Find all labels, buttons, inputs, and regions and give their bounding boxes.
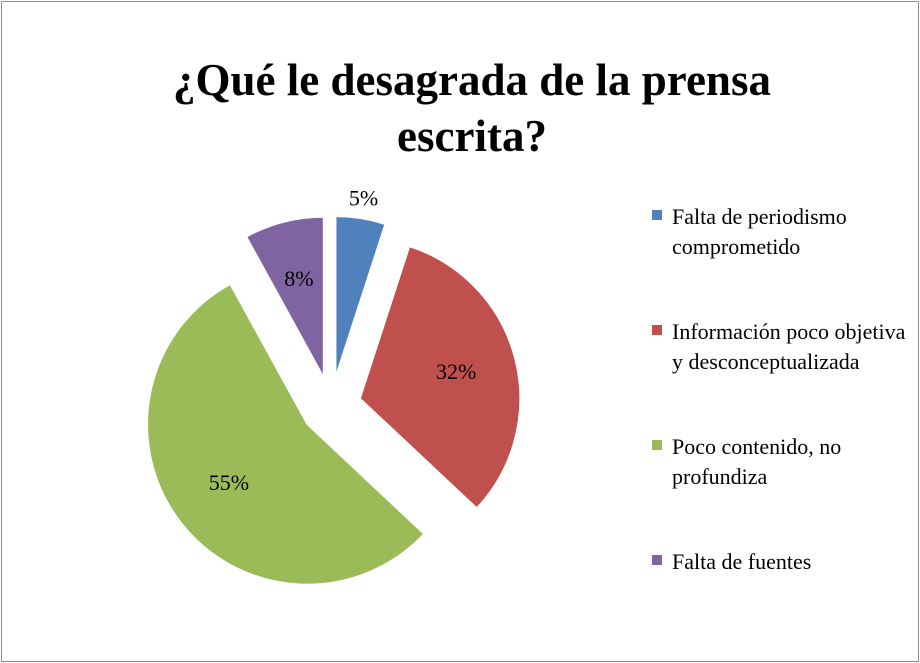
pie-slice (359, 245, 521, 510)
pie-slice (146, 283, 425, 586)
legend-swatch (652, 325, 662, 335)
legend-swatch (652, 555, 662, 565)
legend-swatch (652, 210, 662, 220)
pie-slice (245, 216, 325, 378)
legend-label: Información poco objetiva y desconceptua… (672, 319, 906, 374)
data-label: 55% (209, 470, 249, 495)
pie-slice (334, 215, 387, 377)
legend-label: Poco contenido, no profundiza (672, 434, 842, 489)
legend-label: Falta de periodismo comprometido (672, 204, 847, 259)
legend-label: Falta de fuentes (672, 549, 812, 574)
data-label: 5% (349, 186, 378, 211)
data-label: 8% (284, 266, 313, 291)
chart-title: ¿Qué le desagrada de la prensa escrita? (173, 55, 771, 161)
data-label: 32% (436, 359, 476, 384)
legend-swatch (652, 440, 662, 450)
